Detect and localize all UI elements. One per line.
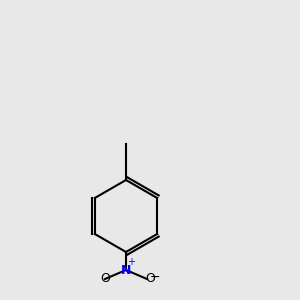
Text: O: O [100, 272, 110, 286]
Text: +: + [128, 257, 136, 267]
Text: −: − [149, 271, 160, 284]
Text: N: N [121, 263, 131, 277]
Text: O: O [145, 272, 155, 286]
